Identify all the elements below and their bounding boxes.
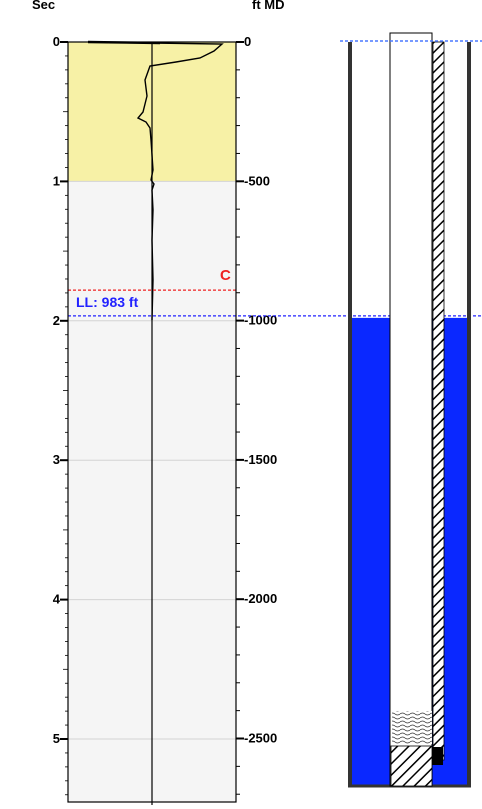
sec-axis: 0 1 2 3 4 5 <box>53 34 68 796</box>
tubing <box>389 32 433 787</box>
ft-tick-label: -500 <box>244 173 270 188</box>
sec-tick-label: 3 <box>53 452 60 467</box>
sec-tick-label: 1 <box>53 173 60 188</box>
wellbore-schematic <box>340 32 482 788</box>
pump-barrel <box>390 745 433 787</box>
pump-fluid-zone <box>392 711 432 744</box>
log-track-border <box>67 41 237 803</box>
ft-axis: 0 -500 -1000 -1500 -2000 -2500 <box>236 34 277 795</box>
sec-axis-label: Sec <box>32 0 55 12</box>
rod-string <box>432 41 445 761</box>
casing-right-wall <box>467 42 471 786</box>
collar-marker-label: C <box>220 267 231 284</box>
pump-plunger <box>432 747 443 765</box>
sec-tick-label: 5 <box>53 731 60 746</box>
ft-tick-label: -1500 <box>244 452 277 467</box>
sec-tick-label: 2 <box>53 313 60 328</box>
ft-tick-label: 0 <box>244 34 251 49</box>
ft-axis-label: ft MD <box>252 0 285 12</box>
ft-tick-label: -1000 <box>244 313 277 328</box>
acoustic-trace <box>87 41 224 321</box>
log-track: 0 1 2 3 4 5 0 -500 -1000 -1500 -2000 -2500 C LL: 9… <box>53 34 482 805</box>
ft-tick-label: -2000 <box>244 591 277 606</box>
sec-tick-label: 4 <box>53 592 61 607</box>
liquid-level-label: LL: 983 ft <box>76 294 139 310</box>
sec-tick-label: 0 <box>53 34 60 49</box>
ft-tick-label: -2500 <box>244 731 277 746</box>
casing-left-wall <box>348 42 352 786</box>
